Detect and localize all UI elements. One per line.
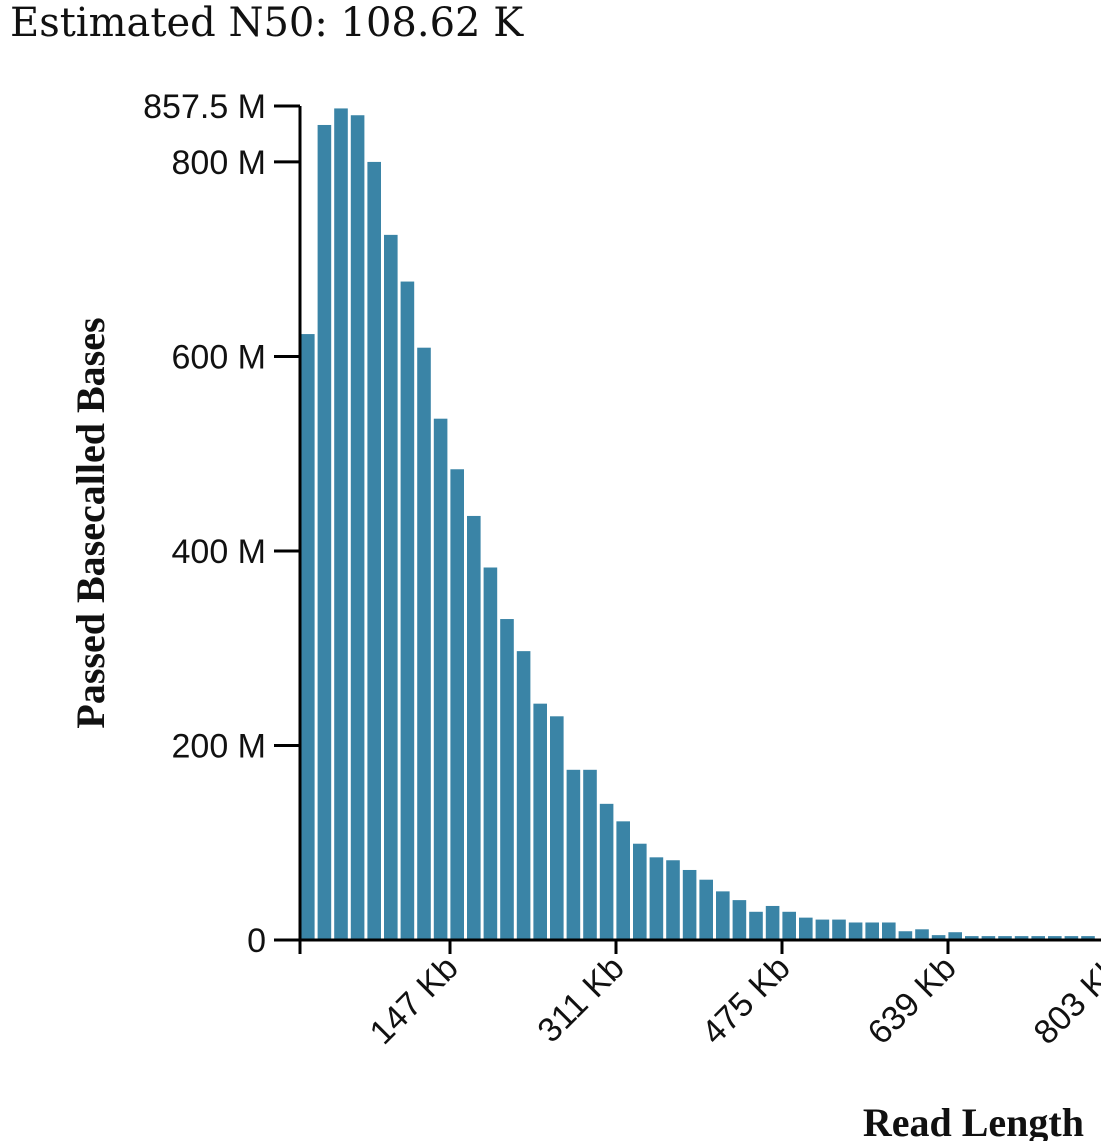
bar: [384, 234, 398, 940]
bar: [367, 161, 381, 941]
bar: [516, 651, 531, 940]
bar: [483, 567, 498, 940]
bar: [599, 803, 614, 940]
bar: [716, 891, 730, 940]
bar: [566, 769, 581, 940]
bar: [1064, 936, 1079, 940]
bar: [450, 469, 464, 940]
y-axis: 0 200 M 400 M 600 M 800 M 857.5 M: [143, 88, 302, 960]
bar: [948, 932, 962, 940]
bar: [500, 619, 514, 940]
bar: [550, 716, 564, 940]
bar: [832, 919, 846, 940]
bar: [732, 900, 747, 940]
bar: [467, 515, 481, 940]
bar: [682, 869, 697, 940]
bar: [815, 919, 830, 940]
y-tick-label: 200 M: [172, 727, 267, 765]
bar: [848, 922, 863, 940]
bar: [649, 857, 664, 940]
x-tick-label: 803 Kb: [1027, 949, 1101, 1052]
bar: [301, 334, 315, 940]
y-tick-label: 400 M: [172, 533, 267, 571]
bar: [616, 821, 630, 940]
bar: [865, 922, 879, 940]
y-tick-label: 600 M: [172, 338, 267, 376]
bar: [417, 347, 431, 940]
bar: [334, 108, 348, 941]
y-axis-title: Passed Basecalled Bases: [68, 317, 113, 728]
x-axis-title: Read Length: [863, 1100, 1084, 1141]
y-tick-label: 857.5 M: [143, 88, 266, 126]
bar: [749, 911, 763, 940]
bar: [400, 281, 415, 940]
x-tick-label: 475 Kb: [695, 949, 798, 1052]
bar: [965, 936, 979, 940]
bar: [882, 922, 896, 940]
bar: [799, 917, 813, 940]
bar: [666, 860, 680, 940]
bar: [533, 703, 547, 940]
bar: [633, 843, 647, 940]
bar: [1014, 936, 1029, 940]
bar: [765, 905, 780, 940]
bar: [931, 935, 946, 940]
y-tick-label: 800 M: [172, 144, 267, 182]
bar: [915, 929, 929, 940]
bar: [583, 769, 597, 940]
x-axis: 147 Kb 311 Kb 475 Kb 639 Kb 803 Kb: [298, 938, 1101, 1052]
bar: [1048, 936, 1062, 940]
bar: [782, 911, 796, 940]
x-tick-label: 639 Kb: [861, 949, 964, 1052]
bar: [998, 936, 1012, 940]
bar: [981, 936, 996, 940]
y-tick-label: 0: [247, 922, 266, 960]
bar: [898, 931, 913, 940]
bar: [1031, 936, 1045, 940]
bar: [1081, 936, 1095, 940]
bar: [433, 418, 448, 940]
bar: [317, 124, 332, 941]
x-tick-label: 311 Kb: [530, 949, 631, 1050]
bar: [699, 879, 713, 940]
bar: [350, 115, 365, 941]
chart-title: Estimated N50: 108.62 K: [10, 0, 524, 46]
bars-group: [301, 108, 1095, 941]
x-tick-label: 147 Kb: [363, 949, 466, 1052]
